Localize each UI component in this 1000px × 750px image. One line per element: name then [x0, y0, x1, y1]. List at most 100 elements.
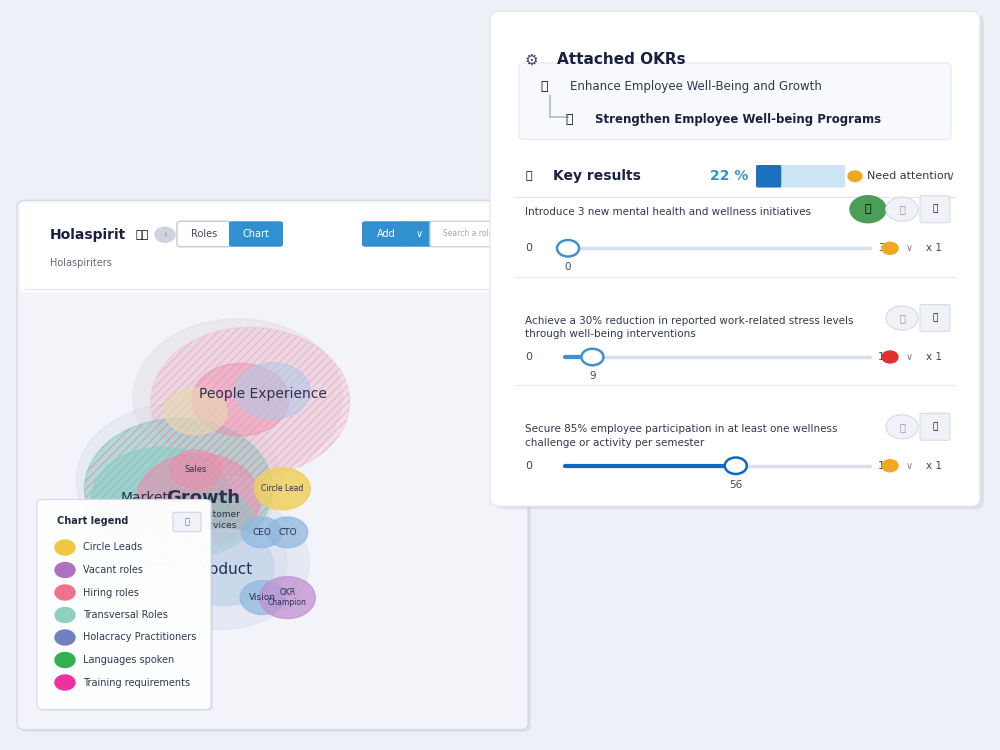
Circle shape	[259, 577, 315, 619]
Circle shape	[192, 364, 289, 436]
Text: 0: 0	[525, 460, 532, 471]
Text: 🇬🇧: 🇬🇧	[135, 230, 148, 240]
Circle shape	[181, 520, 200, 535]
Circle shape	[155, 227, 175, 242]
Circle shape	[171, 511, 194, 528]
Text: Product: Product	[195, 562, 253, 577]
Circle shape	[183, 493, 253, 545]
Circle shape	[55, 652, 75, 668]
Text: Chart: Chart	[243, 229, 269, 239]
Text: ∨: ∨	[906, 352, 913, 362]
Text: ∨: ∨	[945, 170, 954, 183]
Circle shape	[55, 540, 75, 555]
Circle shape	[848, 171, 862, 182]
Text: 🗑: 🗑	[932, 314, 938, 322]
Text: 0: 0	[565, 262, 571, 272]
Text: ⚙: ⚙	[525, 53, 539, 68]
Circle shape	[170, 450, 222, 489]
FancyBboxPatch shape	[20, 202, 525, 292]
Text: 56: 56	[729, 479, 742, 490]
Circle shape	[136, 453, 260, 546]
Circle shape	[151, 327, 350, 476]
Text: Languages spoken: Languages spoken	[83, 655, 174, 665]
Text: Sales: Sales	[185, 465, 207, 474]
Circle shape	[55, 675, 75, 690]
Circle shape	[55, 585, 75, 600]
FancyBboxPatch shape	[490, 11, 980, 506]
Text: Enhance Employee Well-Being and Growth: Enhance Employee Well-Being and Growth	[570, 80, 822, 93]
Circle shape	[240, 580, 285, 614]
FancyBboxPatch shape	[177, 221, 231, 247]
Text: 👤: 👤	[899, 204, 905, 214]
Text: Introduce 3 new mental health and wellness initiatives: Introduce 3 new mental health and wellne…	[525, 207, 811, 217]
Circle shape	[76, 404, 281, 556]
Circle shape	[254, 468, 310, 510]
Circle shape	[55, 608, 75, 622]
Text: 3: 3	[878, 243, 885, 254]
Text: Vision: Vision	[249, 593, 276, 602]
Circle shape	[882, 242, 898, 254]
Circle shape	[241, 517, 282, 548]
Text: Transversal Roles: Transversal Roles	[83, 610, 168, 620]
Text: Holaspirit: Holaspirit	[50, 228, 126, 242]
FancyBboxPatch shape	[173, 512, 201, 532]
Text: 22 %: 22 %	[710, 170, 748, 183]
Circle shape	[882, 351, 898, 363]
Text: Holacracy
Summit
Project: Holacracy Summit Project	[144, 539, 182, 569]
Text: Need attention: Need attention	[867, 171, 951, 182]
Text: Growth: Growth	[166, 490, 240, 508]
Circle shape	[581, 349, 603, 365]
Text: Circle Lead: Circle Lead	[261, 484, 304, 494]
Circle shape	[886, 197, 918, 221]
Text: CTO: CTO	[278, 528, 297, 537]
Circle shape	[165, 388, 227, 435]
Text: Key results: Key results	[553, 170, 641, 183]
Text: ⤡: ⤡	[185, 518, 190, 526]
Text: 🔑: 🔑	[525, 171, 532, 182]
FancyBboxPatch shape	[39, 501, 213, 711]
Circle shape	[91, 447, 231, 552]
FancyBboxPatch shape	[756, 165, 781, 188]
Text: Search a role: Search a role	[443, 230, 493, 238]
Text: Add: Add	[377, 229, 395, 239]
Text: x 1: x 1	[926, 460, 942, 471]
Text: Attached OKRs: Attached OKRs	[557, 53, 686, 68]
Text: CEO: CEO	[252, 528, 271, 537]
Text: ⭐: ⭐	[540, 80, 548, 93]
Text: Marketi: Marketi	[120, 491, 172, 506]
Text: ∨: ∨	[906, 243, 913, 254]
FancyBboxPatch shape	[362, 221, 410, 247]
Circle shape	[174, 520, 287, 605]
Circle shape	[172, 529, 274, 605]
Text: Circle Leads: Circle Leads	[83, 542, 142, 553]
Circle shape	[557, 240, 579, 256]
Text: Secure 85% employee participation in at least one wellness
challenge or activity: Secure 85% employee participation in at …	[525, 424, 838, 448]
Circle shape	[850, 196, 886, 223]
Text: ∨: ∨	[906, 460, 913, 471]
FancyBboxPatch shape	[406, 221, 432, 247]
Circle shape	[725, 458, 747, 474]
Text: x 1: x 1	[926, 352, 942, 362]
Circle shape	[161, 514, 191, 537]
Text: 9: 9	[589, 370, 596, 381]
Text: 0: 0	[525, 243, 532, 254]
Text: Holacracy Practitioners: Holacracy Practitioners	[83, 632, 196, 643]
Text: OKR
Champion: OKR Champion	[268, 588, 307, 608]
Text: 100: 100	[878, 352, 899, 362]
FancyBboxPatch shape	[920, 413, 950, 440]
Text: 🗑: 🗑	[932, 205, 938, 214]
FancyBboxPatch shape	[519, 63, 951, 140]
Circle shape	[886, 415, 918, 439]
FancyBboxPatch shape	[229, 221, 283, 247]
Text: Roles: Roles	[191, 229, 217, 239]
Text: 🗑: 🗑	[932, 422, 938, 431]
FancyBboxPatch shape	[494, 14, 984, 509]
Text: Customer
Services: Customer Services	[196, 511, 240, 530]
Circle shape	[882, 460, 898, 472]
Circle shape	[886, 306, 918, 330]
Circle shape	[133, 319, 343, 476]
Circle shape	[55, 630, 75, 645]
FancyBboxPatch shape	[37, 500, 211, 710]
Text: ∨: ∨	[415, 229, 423, 239]
Text: x 1: x 1	[926, 243, 942, 254]
